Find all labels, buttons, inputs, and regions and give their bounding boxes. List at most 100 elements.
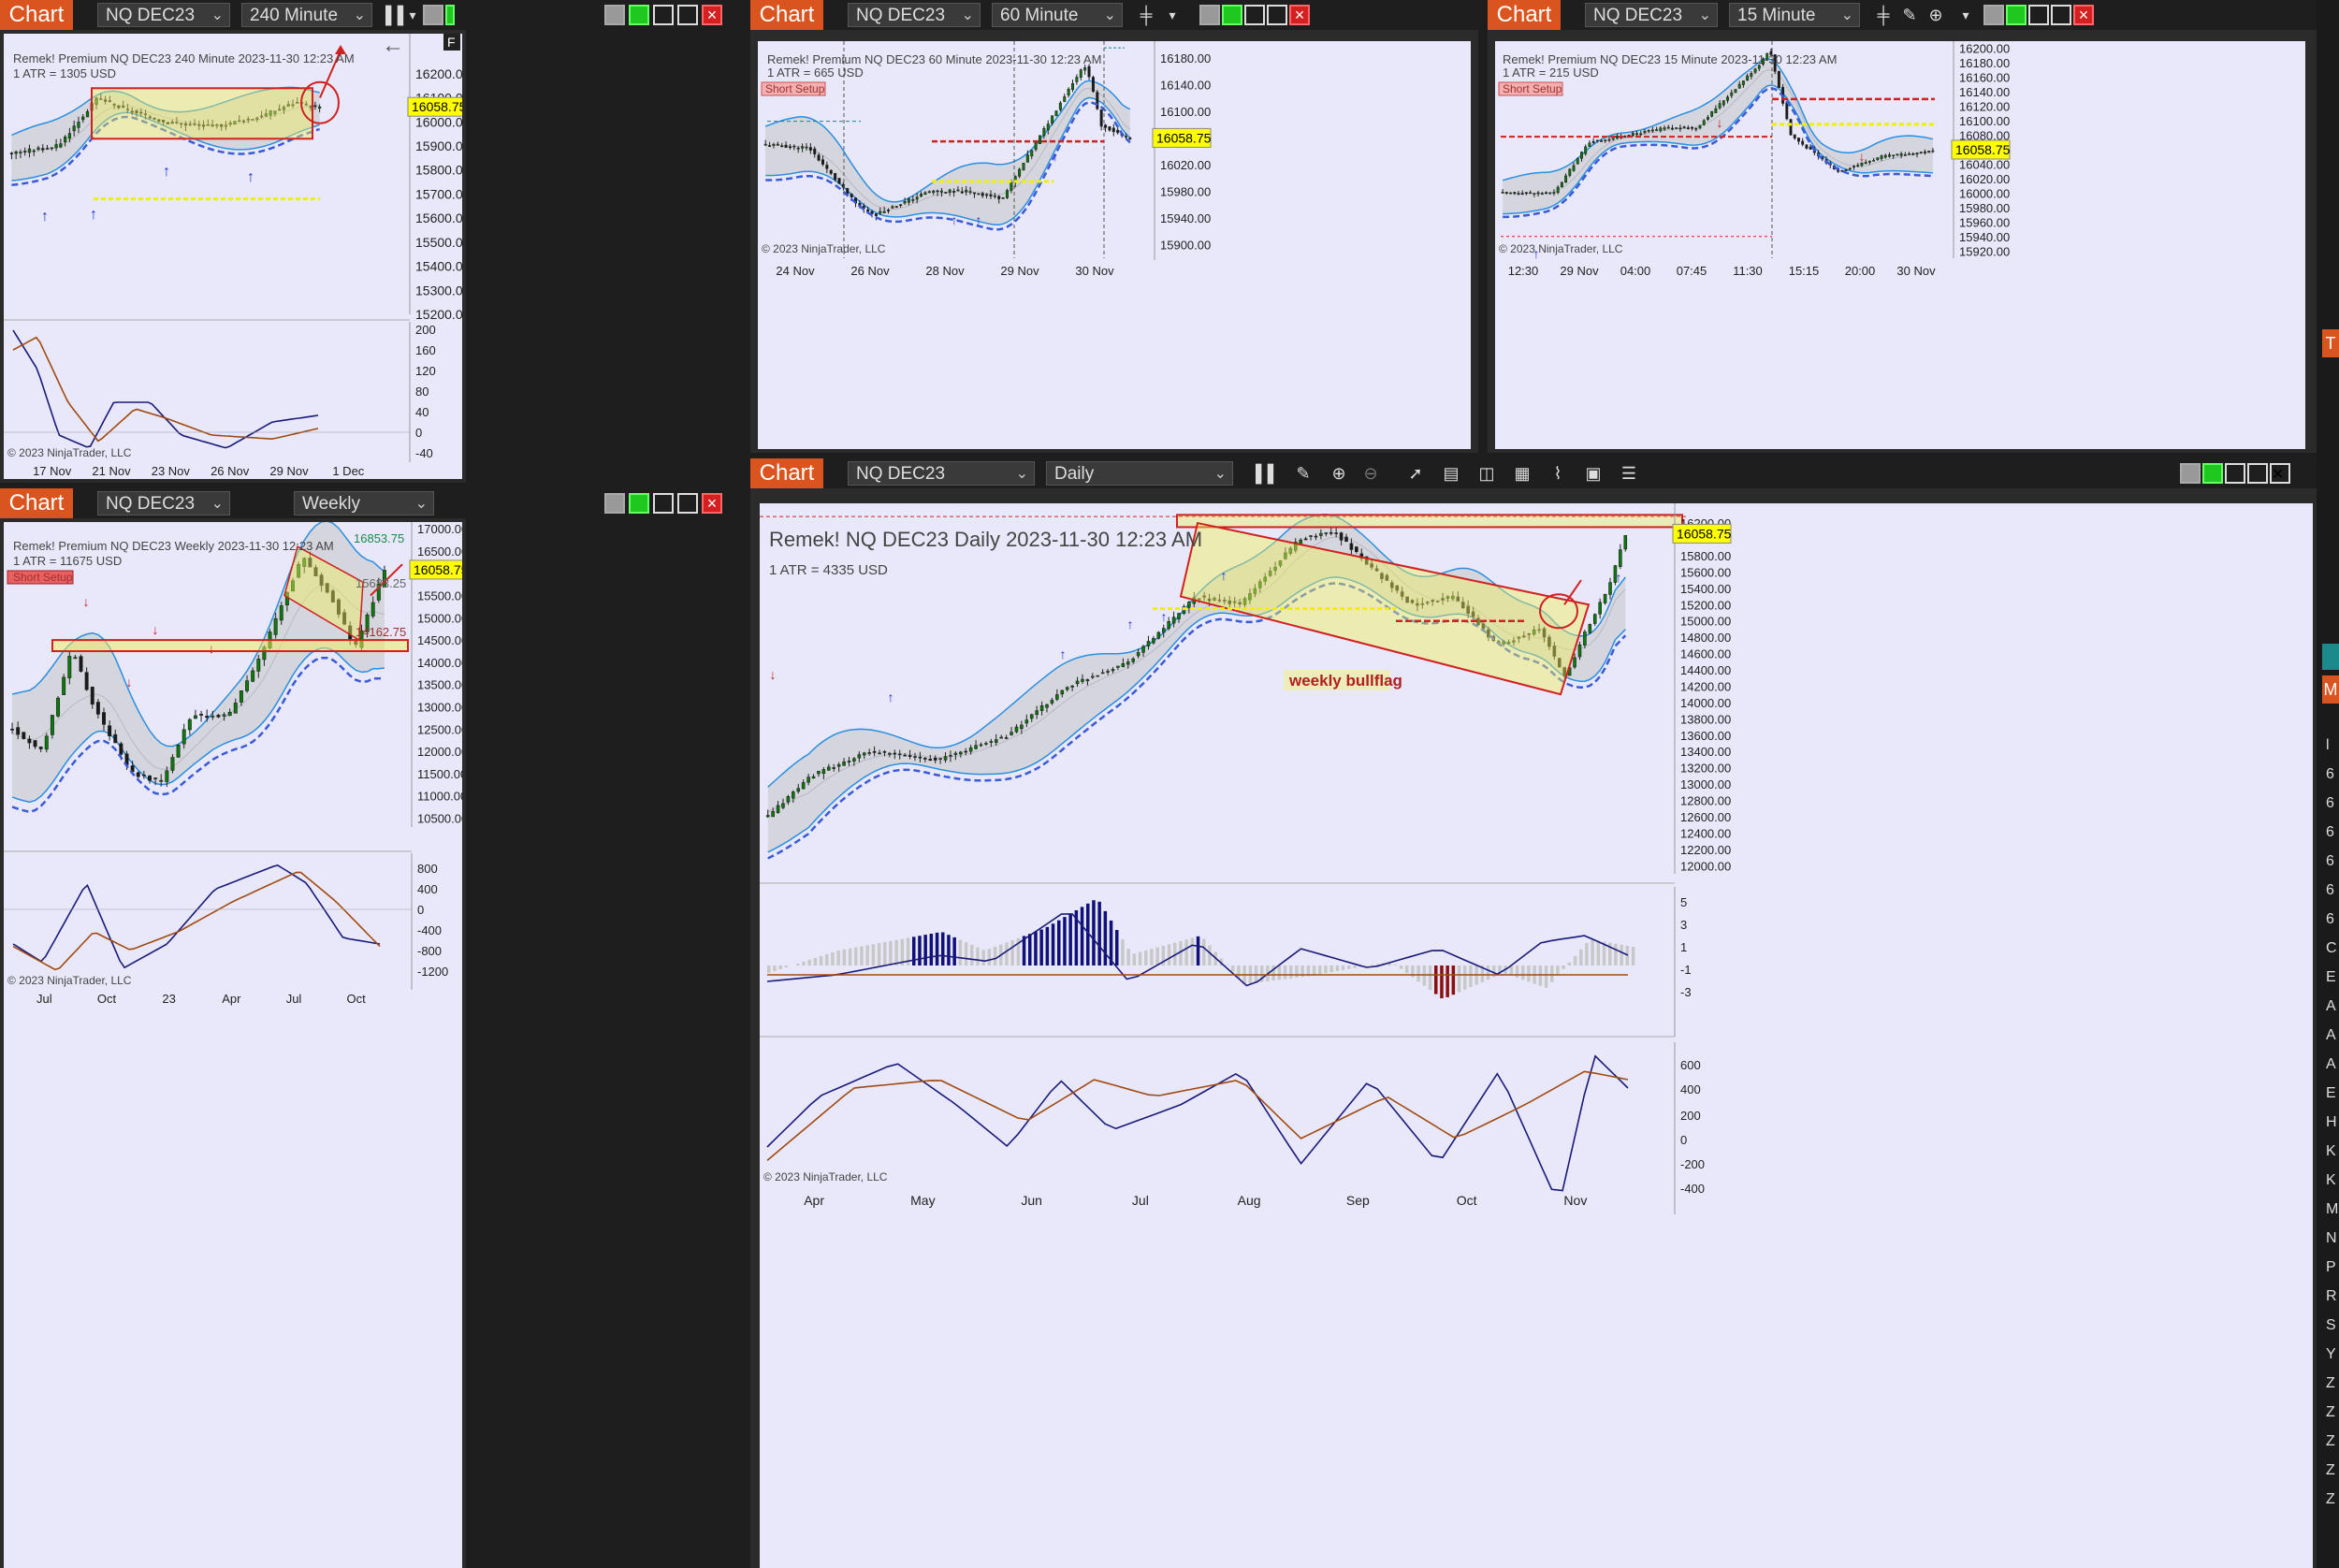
- minimize-button[interactable]: [1244, 5, 1265, 25]
- zoom-in-icon[interactable]: ⊕: [1331, 464, 1346, 483]
- chart-panel-daily[interactable]: weekly bullflag ↓ ↑ ↑ ↑ ↑ ↑ ↑ Remek! NQ DEC23 Da…: [760, 503, 2313, 1568]
- histogram-bar: [1509, 965, 1514, 976]
- chart-canvas-60[interactable]: ↑ ↑ ↑ Remek! Premium NQ DEC23 60 Minute 202…: [758, 41, 1471, 449]
- close-button[interactable]: ×: [1289, 5, 1310, 25]
- link-button[interactable]: [423, 5, 443, 25]
- histogram-bar: [1329, 965, 1333, 973]
- close-button[interactable]: ×: [702, 5, 722, 25]
- pointer-icon[interactable]: ➚: [1408, 464, 1423, 483]
- link-button[interactable]: [2180, 463, 2201, 484]
- link-color-button[interactable]: [1222, 5, 1242, 25]
- chart-panel-weekly[interactable]: 16853.75 15683.25 14162.75 Remek! Premium N…: [4, 522, 462, 1568]
- close-button[interactable]: ✕: [2270, 463, 2290, 484]
- histogram-bar: [1028, 934, 1032, 965]
- bar-type-icon[interactable]: ╪: [1877, 6, 1890, 24]
- zoom-out-icon[interactable]: ⊖: [1363, 464, 1378, 483]
- candle-body: [1785, 102, 1789, 120]
- sidebar-tab-t[interactable]: T: [2322, 329, 2339, 357]
- chart-canvas-daily[interactable]: weekly bullflag ↓ ↑ ↑ ↑ ↑ ↑ ↑ Remek! NQ DEC23 Da…: [760, 503, 2313, 1568]
- link-button[interactable]: [1983, 5, 2004, 25]
- link-color-button[interactable]: [445, 5, 455, 25]
- maximize-button[interactable]: [677, 493, 698, 514]
- link-button[interactable]: [604, 5, 625, 25]
- strategies-icon[interactable]: ▦: [1514, 464, 1531, 483]
- histogram-bar: [796, 963, 800, 965]
- y-tick-label: 13500.00: [417, 678, 462, 692]
- link-button[interactable]: [1199, 5, 1220, 25]
- indicators-icon[interactable]: ⌇: [1553, 464, 1562, 483]
- candle-body: [153, 777, 158, 779]
- instrument-selector[interactable]: NQ DEC23 ⌄: [97, 3, 230, 27]
- chart-tab[interactable]: Chart: [0, 0, 73, 30]
- sidebar-tab-m[interactable]: M: [2322, 675, 2339, 704]
- dropdown-arrow-icon[interactable]: ▾: [1169, 7, 1176, 22]
- snapshot-icon[interactable]: ◫: [1478, 464, 1495, 483]
- link-color-button[interactable]: [629, 5, 649, 25]
- candle-body: [911, 199, 915, 201]
- candle-body: [936, 190, 939, 193]
- y-tick-label: 15700.00: [415, 186, 462, 201]
- instrument-selector[interactable]: NQ DEC23 ⌄: [848, 461, 1035, 486]
- maximize-button[interactable]: [2051, 5, 2071, 25]
- templates-icon[interactable]: ▣: [1585, 464, 1602, 483]
- minimize-button[interactable]: [2225, 463, 2245, 484]
- zoom-icon[interactable]: ⊕: [1928, 6, 1943, 24]
- candle-body: [1520, 193, 1524, 196]
- candle-body: [1248, 593, 1252, 601]
- close-button[interactable]: ×: [702, 493, 722, 514]
- candle-body: [836, 763, 841, 767]
- sidebar-letter: S: [2326, 1317, 2336, 1333]
- candle-body: [897, 753, 902, 756]
- dropdown-arrow-icon[interactable]: ▾: [1962, 7, 1969, 22]
- maximize-button[interactable]: [2247, 463, 2268, 484]
- chart-canvas-240[interactable]: ↑ ↑ ↑ ↑ Remek! Premium NQ DEC23 240 Minute 2…: [4, 34, 462, 479]
- histogram-bar: [1126, 949, 1130, 965]
- instrument-selector[interactable]: NQ DEC23 ⌄: [848, 3, 981, 27]
- histogram-bar: [1434, 965, 1438, 995]
- chart-canvas-15[interactable]: ↑ ↓ ↓ Remek! Premium NQ DEC23 15 Minute 202…: [1495, 41, 2305, 449]
- interval-selector[interactable]: 60 Minute ⌄: [992, 3, 1123, 27]
- draw-tool-icon[interactable]: ✎: [1296, 464, 1311, 483]
- chart-tab[interactable]: Chart: [0, 488, 73, 518]
- minimize-button[interactable]: [653, 493, 674, 514]
- right-sidebar: [2317, 0, 2339, 1568]
- draw-tool-icon[interactable]: ✎: [1902, 6, 1917, 24]
- link-color-button[interactable]: [2202, 463, 2223, 484]
- instrument-selector[interactable]: NQ DEC23 ⌄: [97, 491, 230, 515]
- interval-selector[interactable]: Daily ⌄: [1046, 461, 1233, 486]
- histogram-bar: [825, 953, 829, 965]
- interval-selector[interactable]: 15 Minute ⌄: [1729, 3, 1860, 27]
- candle-body: [269, 109, 272, 116]
- chart-panel-60[interactable]: ↑ ↑ ↑ Remek! Premium NQ DEC23 60 Minute 202…: [758, 41, 1471, 449]
- minimize-button[interactable]: [653, 5, 674, 25]
- data-box-icon[interactable]: ▤: [1443, 464, 1460, 483]
- bar-type-icon[interactable]: ▌▌: [385, 6, 410, 24]
- interval-selector[interactable]: Weekly ⌄: [294, 491, 434, 515]
- maximize-button[interactable]: [677, 5, 698, 25]
- chart-panel-15[interactable]: ↑ ↓ ↓ Remek! Premium NQ DEC23 15 Minute 202…: [1495, 41, 2305, 449]
- properties-icon[interactable]: ☰: [1620, 464, 1637, 483]
- chart-panel-240[interactable]: ↑ ↑ ↑ ↑ Remek! Premium NQ DEC23 240 Minute 2…: [4, 34, 462, 479]
- candle-body: [1722, 100, 1725, 106]
- close-button[interactable]: ×: [2073, 5, 2094, 25]
- candle-body: [1536, 192, 1540, 195]
- histogram-bar: [1300, 965, 1304, 978]
- maximize-button[interactable]: [1267, 5, 1287, 25]
- bar-type-icon[interactable]: ╪: [1140, 6, 1153, 24]
- chart-tab[interactable]: Chart: [750, 458, 823, 488]
- chart-canvas-weekly[interactable]: 16853.75 15683.25 14162.75 Remek! Premium N…: [4, 522, 462, 1568]
- candle-body: [960, 191, 964, 194]
- minimize-button[interactable]: [2028, 5, 2049, 25]
- bar-type-icon[interactable]: ▌▌: [1256, 464, 1280, 483]
- interval-selector[interactable]: 240 Minute ⌄: [241, 3, 372, 27]
- oscillator-fast-line: [766, 1054, 1629, 1192]
- chart-tab[interactable]: Chart: [750, 0, 823, 30]
- dropdown-arrow-icon[interactable]: ▾: [409, 7, 416, 22]
- chart-tab[interactable]: Chart: [1488, 0, 1561, 30]
- link-color-button[interactable]: [2006, 5, 2027, 25]
- link-button[interactable]: [604, 493, 625, 514]
- link-color-button[interactable]: [629, 493, 649, 514]
- histogram-bar: [1538, 965, 1543, 986]
- candle-body: [1232, 601, 1237, 603]
- instrument-selector[interactable]: NQ DEC23 ⌄: [1585, 3, 1718, 27]
